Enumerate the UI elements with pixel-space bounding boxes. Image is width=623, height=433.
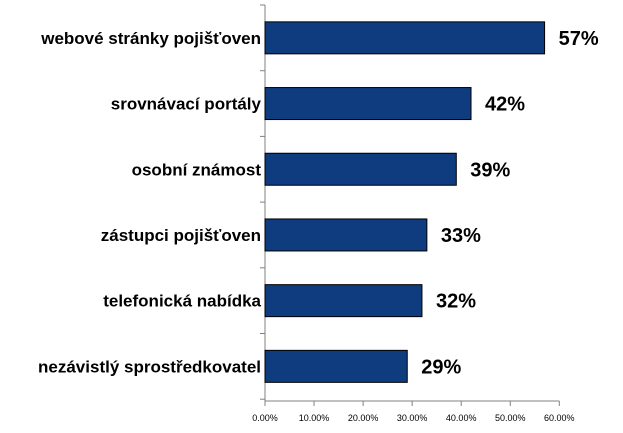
data-label: 29% [421,356,461,378]
category-label: zástupci pojišťoven [101,226,261,245]
plot-area: 0.00% 10.00% 20.00% 30.00% 40.00% 50.00% 60.00… [38,4,599,423]
x-tick-label: 60.00% [544,413,575,423]
data-label: 57% [559,28,599,50]
x-tick-label: 20.00% [348,413,379,423]
x-tick-label: 40.00% [446,413,477,423]
category-label: nezávistlý sprostředkovatel [38,357,261,376]
x-tick-label: 10.00% [299,413,330,423]
bar [264,87,472,121]
bar [264,349,408,383]
data-label: 32% [436,291,476,313]
x-tick-label: 0.00% [252,413,278,423]
x-tick-label: 50.00% [495,413,526,423]
data-label: 39% [470,159,510,181]
category-label: telefonická nabídka [103,292,261,311]
x-tick-label: 30.00% [397,413,428,423]
data-label: 33% [441,225,481,247]
category-label: webové stránky pojišťoven [40,29,261,48]
bar [264,21,546,55]
bar [264,284,423,318]
data-label: 42% [485,94,525,116]
bar [264,152,457,186]
bar [264,218,428,252]
category-label: srovnávací portály [111,95,262,114]
category-label: osobní známost [132,160,262,179]
